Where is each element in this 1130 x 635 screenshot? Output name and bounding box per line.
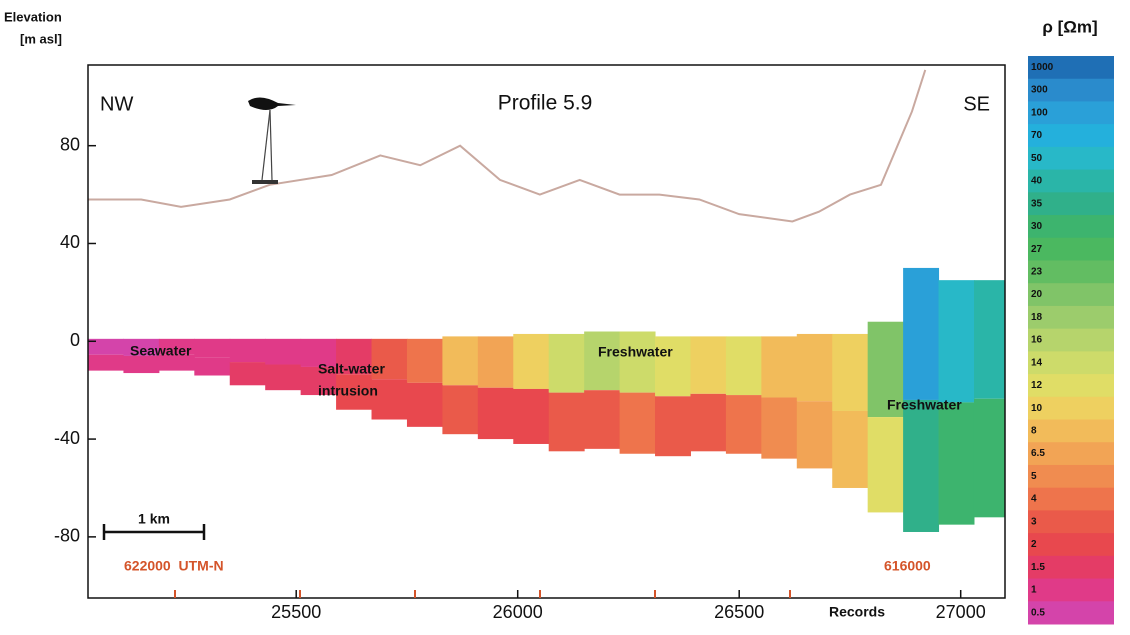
- plot-area: [88, 70, 1006, 532]
- resistivity-cell: [230, 339, 266, 362]
- colorbar-label: 2: [1031, 539, 1037, 550]
- colorbar-label: 8: [1031, 426, 1037, 437]
- colorbar-label: 300: [1031, 85, 1048, 96]
- annotation: Freshwater: [598, 344, 673, 360]
- colorbar-cell: [1028, 579, 1114, 602]
- annotation: Seawater: [130, 343, 192, 359]
- resistivity-cell: [194, 357, 230, 375]
- left-label: NW: [100, 93, 133, 115]
- resistivity-cell: [726, 336, 762, 395]
- colorbar-label: 100: [1031, 107, 1048, 118]
- right-label: SE: [963, 93, 990, 115]
- resistivity-cell: [513, 389, 549, 444]
- x-tick-label: 26500: [714, 602, 764, 622]
- resistivity-cell: [655, 396, 691, 456]
- colorbar-cell: [1028, 420, 1114, 443]
- resistivity-cell: [797, 401, 833, 468]
- y-axis-title: [m asl]: [20, 31, 62, 46]
- resistivity-cell: [230, 362, 266, 385]
- y-tick-label: 0: [70, 330, 80, 350]
- colorbar-label: 20: [1031, 289, 1043, 300]
- colorbar-label: 10: [1031, 403, 1043, 414]
- y-tick-label: -80: [54, 526, 80, 546]
- annotation: Freshwater: [887, 397, 962, 413]
- colorbar-label: 1000: [1031, 62, 1054, 73]
- resistivity-cell: [903, 400, 939, 532]
- resistivity-cell: [974, 399, 1006, 518]
- x-tick-label: 27000: [936, 602, 986, 622]
- annotation: intrusion: [318, 383, 378, 399]
- resistivity-cell: [584, 332, 620, 391]
- colorbar-label: 27: [1031, 244, 1043, 255]
- colorbar-label: 35: [1031, 198, 1043, 209]
- resistivity-cell: [442, 385, 478, 434]
- colorbar-label: 23: [1031, 266, 1043, 277]
- colorbar-label: 40: [1031, 176, 1043, 187]
- resistivity-cell: [761, 398, 797, 459]
- x-tick-label: 26000: [493, 602, 543, 622]
- resistivity-cell: [88, 355, 124, 371]
- plot-frame: [88, 65, 1005, 598]
- resistivity-cell: [407, 383, 443, 427]
- resistivity-cell: [690, 336, 726, 393]
- resistivity-cell: [832, 334, 868, 411]
- resistivity-cell: [690, 394, 726, 451]
- colorbar-label: 12: [1031, 380, 1043, 391]
- y-axis-title: Elevation: [4, 9, 62, 24]
- resistivity-cell: [549, 393, 585, 452]
- colorbar-label: 16: [1031, 335, 1043, 346]
- resistivity-cell: [549, 334, 585, 393]
- resistivity-cell: [265, 365, 301, 391]
- colorbar-cell: [1028, 465, 1114, 488]
- resistivity-cell: [974, 280, 1006, 399]
- colorbar-label: 6.5: [1031, 448, 1045, 459]
- resistivity-cell: [903, 268, 939, 400]
- colorbar-label: 1.5: [1031, 562, 1045, 573]
- colorbar-label: 50: [1031, 153, 1043, 164]
- y-tick-label: -40: [54, 428, 80, 448]
- colorbar-label: 3: [1031, 516, 1037, 527]
- resistivity-cell: [584, 390, 620, 449]
- colorbar-cell: [1028, 533, 1114, 556]
- resistivity-cell: [265, 339, 301, 365]
- resistivity-cell: [478, 388, 514, 439]
- resistivity-cell: [620, 332, 656, 393]
- resistivity-cell: [832, 411, 868, 488]
- chart-title: Profile 5.9: [498, 92, 593, 115]
- resistivity-cell: [797, 334, 833, 401]
- y-tick-label: 80: [60, 134, 80, 154]
- colorbar-label: 5: [1031, 471, 1037, 482]
- colorbar-label: 4: [1031, 494, 1037, 505]
- utm-label: 622000 UTM-N: [124, 558, 224, 574]
- resistivity-cell: [761, 336, 797, 397]
- resistivity-cell: [939, 402, 975, 524]
- resistivity-cell: [407, 339, 443, 383]
- resistivity-cell: [513, 334, 549, 389]
- colorbar-label: 14: [1031, 357, 1043, 368]
- colorbar-label: 1: [1031, 585, 1037, 596]
- chart: Elevation [m asl] NW SE Profile 5.9 1 km…: [0, 0, 1130, 630]
- resistivity-cell: [442, 336, 478, 385]
- utm-label: 616000: [884, 558, 931, 574]
- resistivity-cell: [620, 393, 656, 454]
- x-axis-title: Records: [829, 604, 885, 620]
- utm-ticks: [175, 590, 790, 598]
- scale-bar-label: 1 km: [138, 511, 170, 527]
- resistivity-cell: [868, 417, 904, 512]
- annotation: Salt-water: [318, 361, 385, 377]
- colorbar-label: 70: [1031, 130, 1043, 141]
- resistivity-cell: [478, 336, 514, 387]
- colorbar-cell: [1028, 510, 1114, 533]
- resistivity-cell: [939, 280, 975, 402]
- colorbar-label: 0.5: [1031, 607, 1045, 618]
- y-tick-label: 40: [60, 232, 80, 252]
- colorbar-title: ρ [Ωm]: [1042, 17, 1097, 36]
- colorbar-cell: [1028, 488, 1114, 511]
- resistivity-cell: [194, 339, 230, 357]
- colorbar-label: 30: [1031, 221, 1043, 232]
- helicopter: [248, 97, 296, 184]
- resistivity-cell: [726, 395, 762, 454]
- colorbar-label: 18: [1031, 312, 1043, 323]
- x-tick-label: 25500: [271, 602, 321, 622]
